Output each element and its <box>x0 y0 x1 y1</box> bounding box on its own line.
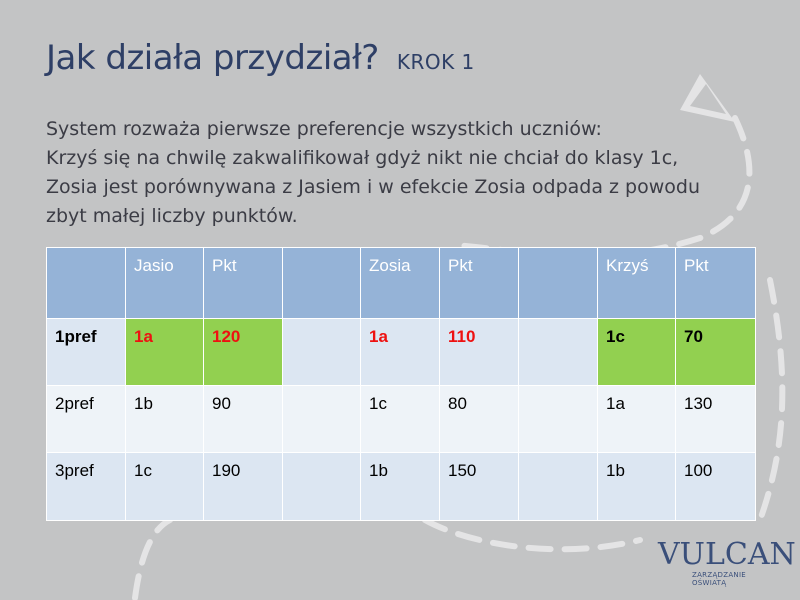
table-cell: 1b <box>360 452 440 521</box>
table-cell <box>282 385 361 454</box>
table-cell: 80 <box>439 385 519 454</box>
table-row: 3pref 1c 190 1b 150 1b 100 <box>46 452 756 521</box>
table-cell: 70 <box>675 317 756 387</box>
header-cell <box>46 247 126 319</box>
table-cell: 190 <box>203 452 283 521</box>
table-cell <box>518 452 598 521</box>
header-cell-krzys: Krzyś <box>597 247 676 319</box>
table-row: 2pref 1b 90 1c 80 1a 130 <box>46 385 756 454</box>
table-row: 1pref 1a 120 1a 110 1c 70 <box>46 317 756 387</box>
table-cell: 1c <box>125 452 204 521</box>
row-label: 3pref <box>46 452 126 521</box>
header-cell <box>282 247 361 319</box>
preferences-table: Jasio Pkt Zosia Pkt Krzyś Pkt 1pref 1a 1… <box>46 247 756 521</box>
row-label: 2pref <box>46 385 126 454</box>
table-cell <box>282 317 361 387</box>
table-cell: 1b <box>125 385 204 454</box>
table-cell: 1c <box>597 317 676 387</box>
table-header-row: Jasio Pkt Zosia Pkt Krzyś Pkt <box>46 247 756 319</box>
header-cell-pkt: Pkt <box>439 247 519 319</box>
table-cell: 120 <box>203 317 283 387</box>
row-label: 1pref <box>46 317 126 387</box>
description-line: System rozważa pierwsze preferencje wszy… <box>46 118 602 140</box>
logo-brand: VULCAN <box>658 537 796 572</box>
table-cell: 1a <box>597 385 676 454</box>
header-cell-zosia: Zosia <box>360 247 440 319</box>
step-label: KROK 1 <box>396 50 475 74</box>
header-cell-pkt: Pkt <box>675 247 756 319</box>
description-line: Zosia jest porównywana z Jasiem i w efek… <box>46 176 700 198</box>
header-cell <box>518 247 598 319</box>
table-cell: 150 <box>439 452 519 521</box>
table-cell <box>282 452 361 521</box>
table-cell <box>518 385 598 454</box>
table-cell: 90 <box>203 385 283 454</box>
title-text: Jak działa przydział? <box>46 38 379 78</box>
logo-tagline: ZARZĄDZANIE OŚWIATĄ <box>692 571 747 587</box>
slide-title: Jak działa przydział? KROK 1 <box>46 38 475 78</box>
header-cell-pkt: Pkt <box>203 247 283 319</box>
vulcan-logo: VULCAN ZARZĄDZANIE OŚWIATĄ <box>658 537 796 588</box>
table-cell: 130 <box>675 385 756 454</box>
slide-description: System rozważa pierwsze preferencje wszy… <box>46 115 776 231</box>
header-cell-jasio: Jasio <box>125 247 204 319</box>
table-cell <box>518 317 598 387</box>
table-cell: 100 <box>675 452 756 521</box>
description-line: Krzyś się na chwilę zakwalifikował gdyż … <box>46 147 679 169</box>
table-cell: 1a <box>360 317 440 387</box>
table-cell: 1c <box>360 385 440 454</box>
table-cell: 1a <box>125 317 204 387</box>
table-cell: 110 <box>439 317 519 387</box>
description-line: zbyt małej liczby punktów. <box>46 205 298 227</box>
table-cell: 1b <box>597 452 676 521</box>
